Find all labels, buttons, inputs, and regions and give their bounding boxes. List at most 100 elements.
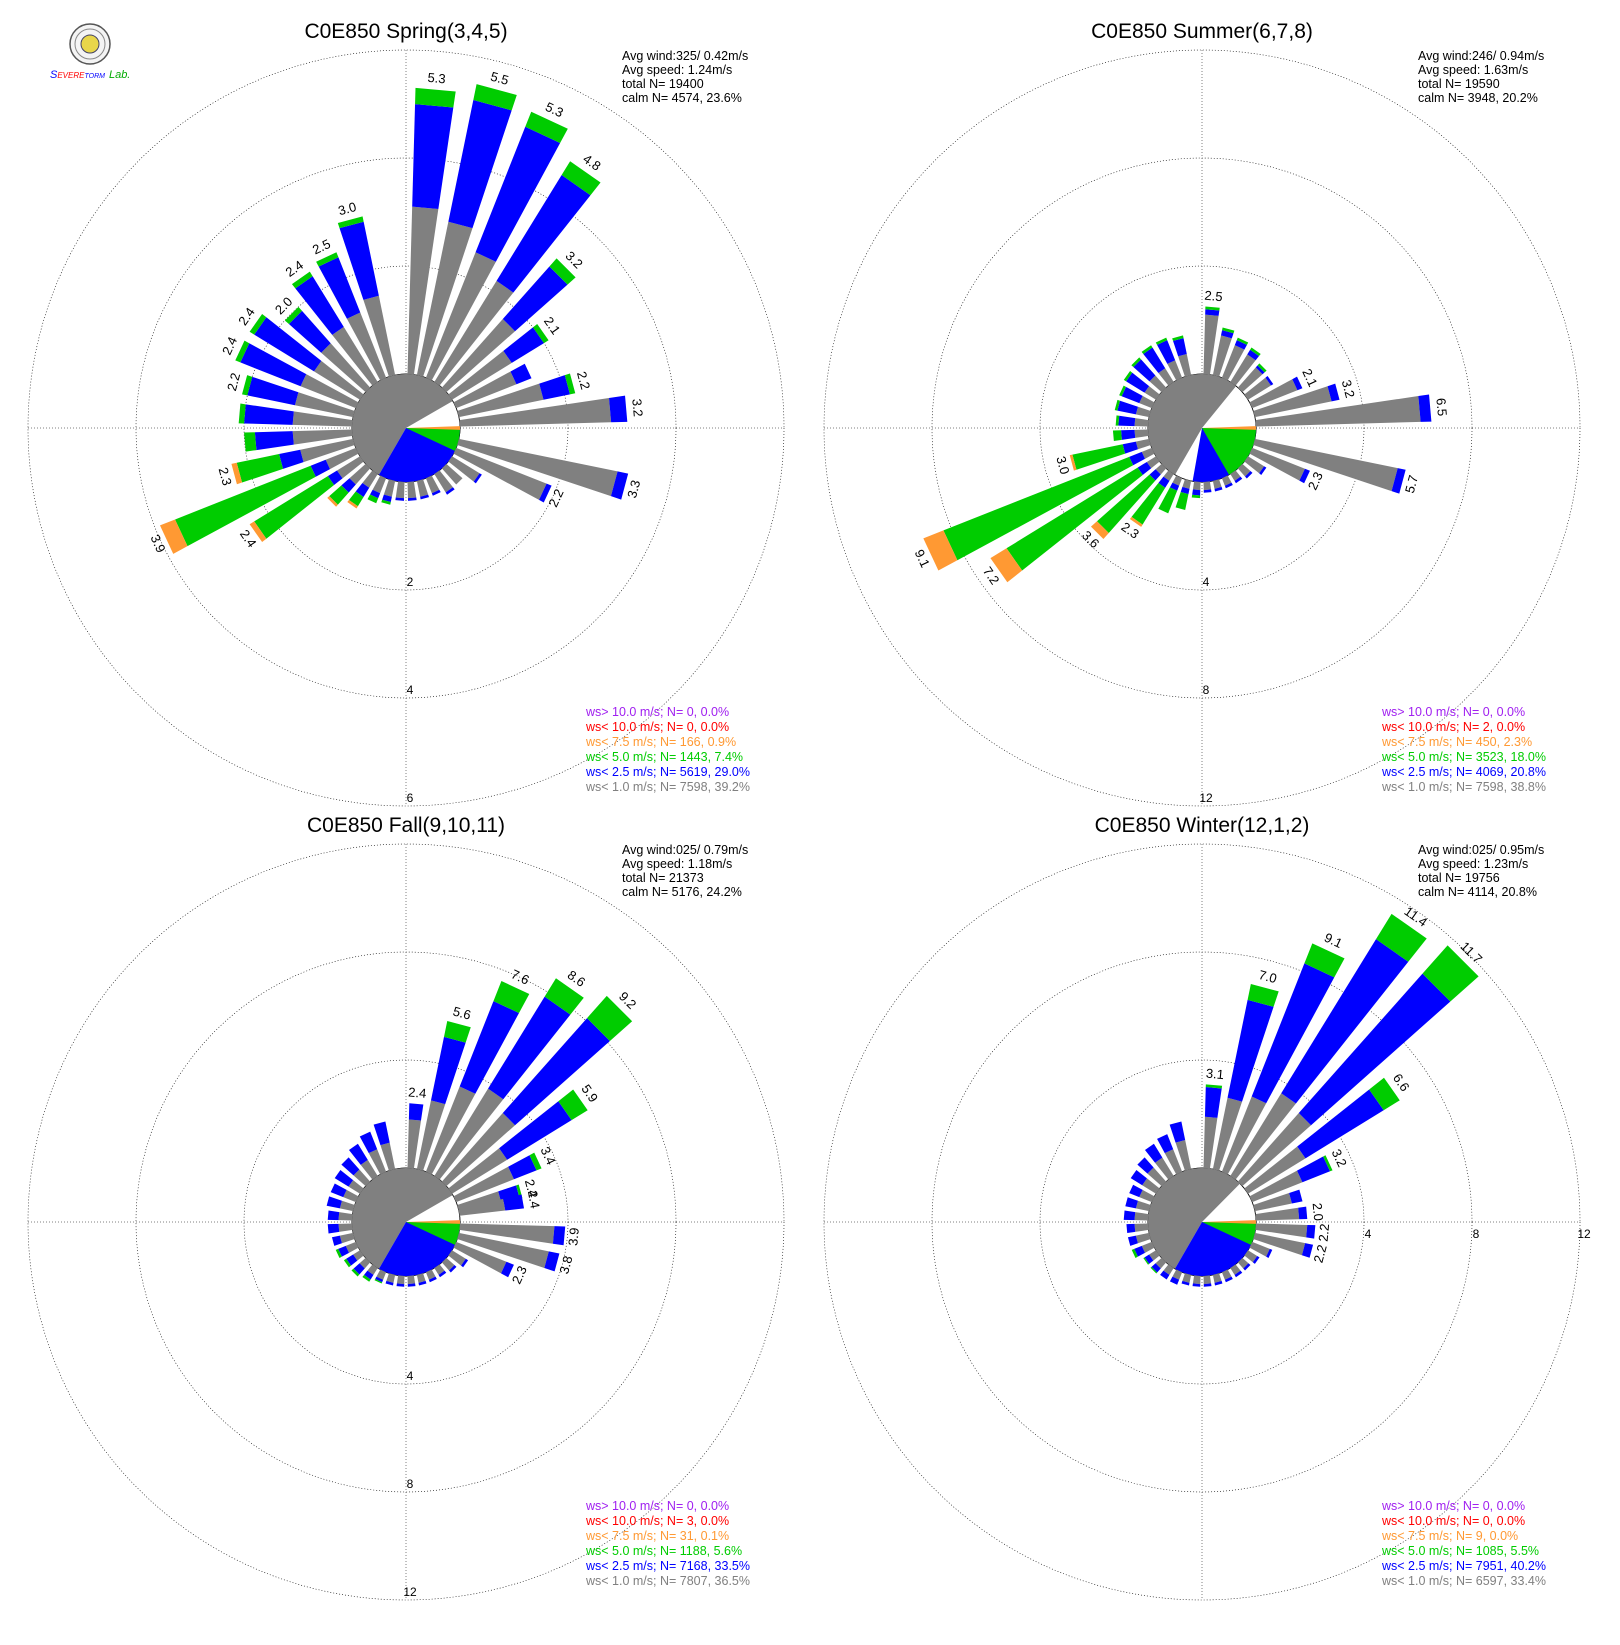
bar-value-label: 2.2: [1311, 1243, 1330, 1264]
wind-bar-gray-segment: [1212, 335, 1232, 377]
wind-rose-panel-1: 5.3 5.55.34.83.22.12.23.23.32.22.43.92.32…: [27, 20, 785, 807]
bar-value-label: 2.4: [408, 1084, 427, 1101]
stats-line: total N= 19590: [1418, 77, 1500, 91]
wind-bar-green-segment: [1141, 345, 1153, 354]
grid-ring: [27, 843, 785, 1601]
wind-bar-blue-segment: [341, 478, 356, 493]
wind-bar: [374, 1269, 387, 1284]
radial-tick-label: 4: [407, 683, 414, 697]
wind-bar: [416, 84, 517, 377]
wind-bar-green-segment: [1257, 363, 1267, 373]
wind-bar-gray-segment: [396, 1275, 405, 1285]
wind-bar: [457, 438, 629, 500]
wind-bar: [425, 981, 530, 1175]
wind-bar-gray-segment: [1192, 1275, 1201, 1285]
wind-bar-green-segment: [238, 403, 246, 424]
wind-bar-gray-segment: [362, 470, 378, 488]
wind-bar-gray-segment: [395, 481, 405, 499]
wind-bar-blue-segment: [247, 376, 299, 406]
wind-bar: [457, 373, 576, 418]
wind-bar-gray-segment: [1244, 1146, 1306, 1194]
wind-bar-blue-segment: [370, 489, 381, 499]
wind-bar-blue-segment: [339, 221, 379, 300]
wind-bar-blue-segment: [1227, 999, 1274, 1102]
legend-entry: ws< 5.0 m/s; N= 1085, 5.5%: [1381, 1544, 1539, 1558]
bar-value-label: 6.5: [1433, 397, 1450, 416]
wind-bar-blue-segment: [1137, 461, 1152, 475]
wind-bar: [244, 429, 353, 452]
wind-bar-gray-segment: [368, 1149, 387, 1175]
wind-bar: [434, 470, 455, 495]
wind-bar-gray-segment: [1139, 1189, 1155, 1203]
wind-bar: [1141, 345, 1174, 386]
wind-bar-gray-segment: [1182, 1273, 1192, 1283]
wind-bar-gray-segment: [343, 1189, 359, 1203]
wind-bar-gray-segment: [1134, 418, 1149, 427]
wind-bar-blue-segment: [327, 1210, 340, 1221]
wind-bar-orange-segment: [1069, 454, 1077, 471]
wind-bar-blue-segment: [1234, 1270, 1243, 1278]
stats-line: Avg speed: 1.23m/s: [1418, 857, 1528, 871]
wind-bar-blue-segment: [510, 363, 532, 385]
wind-bar-green-segment: [374, 1279, 383, 1284]
wind-bar-gray-segment: [1141, 447, 1155, 459]
wind-bar-gray-segment: [407, 481, 417, 499]
wind-bar-green-segment: [381, 499, 391, 505]
chart-title: C0E850 Spring(3,4,5): [304, 20, 507, 43]
wind-bar-gray-segment: [300, 438, 355, 463]
wind-bar-gray-segment: [1255, 396, 1421, 427]
wind-bar-green-segment: [544, 978, 584, 1015]
wind-bar-gray-segment: [407, 1275, 416, 1285]
wind-bar-gray-segment: [1134, 1212, 1149, 1221]
stats-line: calm N= 3948, 20.2%: [1418, 91, 1538, 105]
wind-bar-gray-segment: [1155, 1257, 1167, 1269]
wind-bar-gray-segment: [425, 1086, 476, 1175]
legend-entry: ws< 1.0 m/s; N= 6597, 33.4%: [1381, 1574, 1546, 1588]
wind-bar: [1237, 945, 1479, 1187]
wind-bar-gray-segment: [1172, 1269, 1183, 1280]
wind-bar: [425, 475, 441, 496]
wind-bar: [1203, 306, 1220, 375]
bar-value-label: 9.1: [912, 547, 933, 570]
wind-bar-blue-segment: [1259, 466, 1267, 475]
wind-bar-gray-segment: [425, 475, 440, 494]
logo-part: TORM: [84, 73, 105, 80]
wind-bar-gray-segment: [1192, 481, 1201, 491]
wind-bar: [1203, 1084, 1223, 1169]
wind-bar-blue-segment: [1117, 400, 1138, 415]
wind-bar: [1129, 1184, 1155, 1203]
wind-bar-gray-segment: [416, 1100, 446, 1171]
wind-bar: [1175, 479, 1192, 510]
wind-bar-blue-segment: [1203, 489, 1212, 493]
bar-value-label: 2.4: [235, 305, 258, 328]
calm-sector-orange: [406, 426, 460, 430]
wind-bar-green-segment: [1175, 492, 1189, 510]
wind-bar-gray-segment: [294, 392, 355, 418]
wind-bar-gray-segment: [1182, 479, 1192, 489]
wind-bar-blue-segment: [408, 1103, 424, 1121]
wind-bar-blue-segment: [1123, 1210, 1136, 1221]
wind-bar-blue-segment: [1137, 1157, 1154, 1174]
wind-bar-gray-segment: [359, 1257, 371, 1269]
wind-bar: [441, 995, 633, 1187]
wind-bar: [425, 111, 568, 381]
wind-bar-gray-segment: [376, 1269, 387, 1280]
wind-bar-gray-segment: [363, 295, 396, 377]
wind-bar-blue-segment: [338, 1245, 349, 1257]
wind-bar-blue-segment: [407, 1283, 416, 1287]
wind-bar-green-segment: [415, 87, 456, 108]
wind-bar: [1249, 1241, 1273, 1258]
wind-bar: [249, 456, 364, 543]
wind-bar: [425, 1269, 437, 1283]
wind-bar: [249, 313, 364, 400]
wind-bar: [416, 1020, 471, 1171]
grid-ring: [823, 843, 1581, 1601]
wind-bar-gray-segment: [1255, 1207, 1300, 1221]
wind-bar-gray-segment: [453, 447, 547, 500]
wind-bar-blue-segment: [1180, 486, 1190, 495]
chart-title: C0E850 Winter(12,1,2): [1095, 814, 1310, 837]
wind-bar: [1114, 399, 1151, 418]
chart-title: C0E850 Fall(9,10,11): [307, 814, 505, 837]
wind-bar: [448, 324, 549, 400]
legend-entry: ws< 2.5 m/s; N= 7951, 40.2%: [1381, 1559, 1546, 1573]
